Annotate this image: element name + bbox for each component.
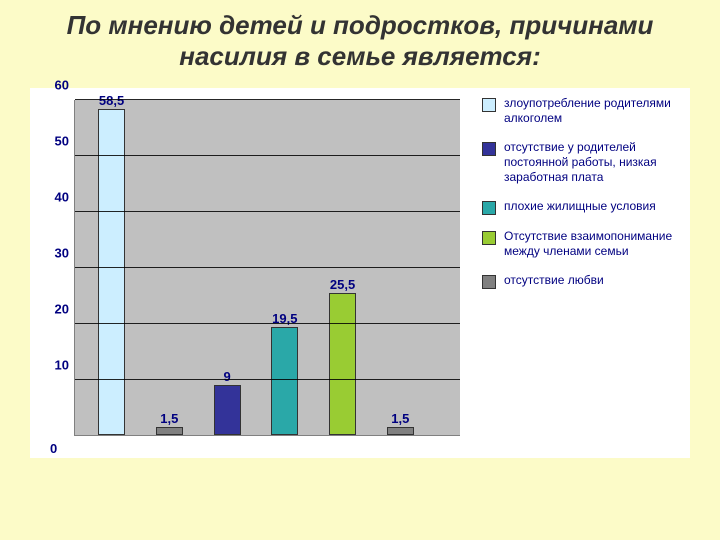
chart-bar-label: 25,5 [330,277,355,294]
chart-ytick-label: 20 [55,301,75,316]
chart-gridline [75,211,460,212]
chart-bar-label: 19,5 [272,311,297,328]
chart-bar: 1,5 [387,427,414,435]
legend-item: Отсутствие взаимопонимание между членами… [482,229,682,259]
chart-gridline [75,379,460,380]
legend-item: отсутствие любви [482,273,682,289]
legend-swatch [482,142,496,156]
chart-bar: 9 [214,385,241,435]
legend-item: злоупотребление родителями алкоголем [482,96,682,126]
legend-label: отсутствие у родителей постоянной работы… [504,140,682,185]
chart-plot: 58,51,5919,525,51,5 0102030405060 [74,100,460,436]
legend-swatch [482,98,496,112]
chart-ytick-label: 10 [55,357,75,372]
chart-bar: 25,5 [329,293,356,435]
xaxis-zero-label: 0 [50,441,460,456]
legend-item: плохие жилищные условия [482,199,682,215]
legend-swatch [482,201,496,215]
chart-bar: 1,5 [156,427,183,435]
chart-legend: злоупотребление родителями алкоголем отсу… [470,88,690,458]
chart-ytick-label: 30 [55,245,75,260]
chart-ytick-label: 40 [55,190,75,205]
chart-gridline [75,155,460,156]
chart-gridline [75,323,460,324]
legend-label: злоупотребление родителями алкоголем [504,96,682,126]
chart-bar: 19,5 [271,327,298,436]
chart-bar: 58,5 [98,109,125,436]
chart-ytick-label: 50 [55,134,75,149]
chart-bar-label: 1,5 [391,411,409,428]
chart-ytick-label: 60 [55,78,75,93]
slide-title: По мнению детей и подростков, причинами … [40,10,680,72]
chart-bar-label: 58,5 [99,93,124,110]
legend-label: отсутствие любви [504,273,604,288]
legend-label: Отсутствие взаимопонимание между членами… [504,229,682,259]
chart-container: 58,51,5919,525,51,5 0102030405060 0 злоу… [30,88,690,458]
legend-swatch [482,231,496,245]
chart-gridline [75,99,460,100]
chart-bars-group: 58,5 1,5 9 19,5 25,5 1,5 [75,100,460,435]
chart-gridline [75,267,460,268]
slide: По мнению детей и подростков, причинами … [0,0,720,540]
chart-bar-label: 1,5 [160,411,178,428]
legend-swatch [482,275,496,289]
legend-label: плохие жилищные условия [504,199,656,214]
chart-area: 58,51,5919,525,51,5 0102030405060 0 [30,88,470,458]
legend-item: отсутствие у родителей постоянной работы… [482,140,682,185]
